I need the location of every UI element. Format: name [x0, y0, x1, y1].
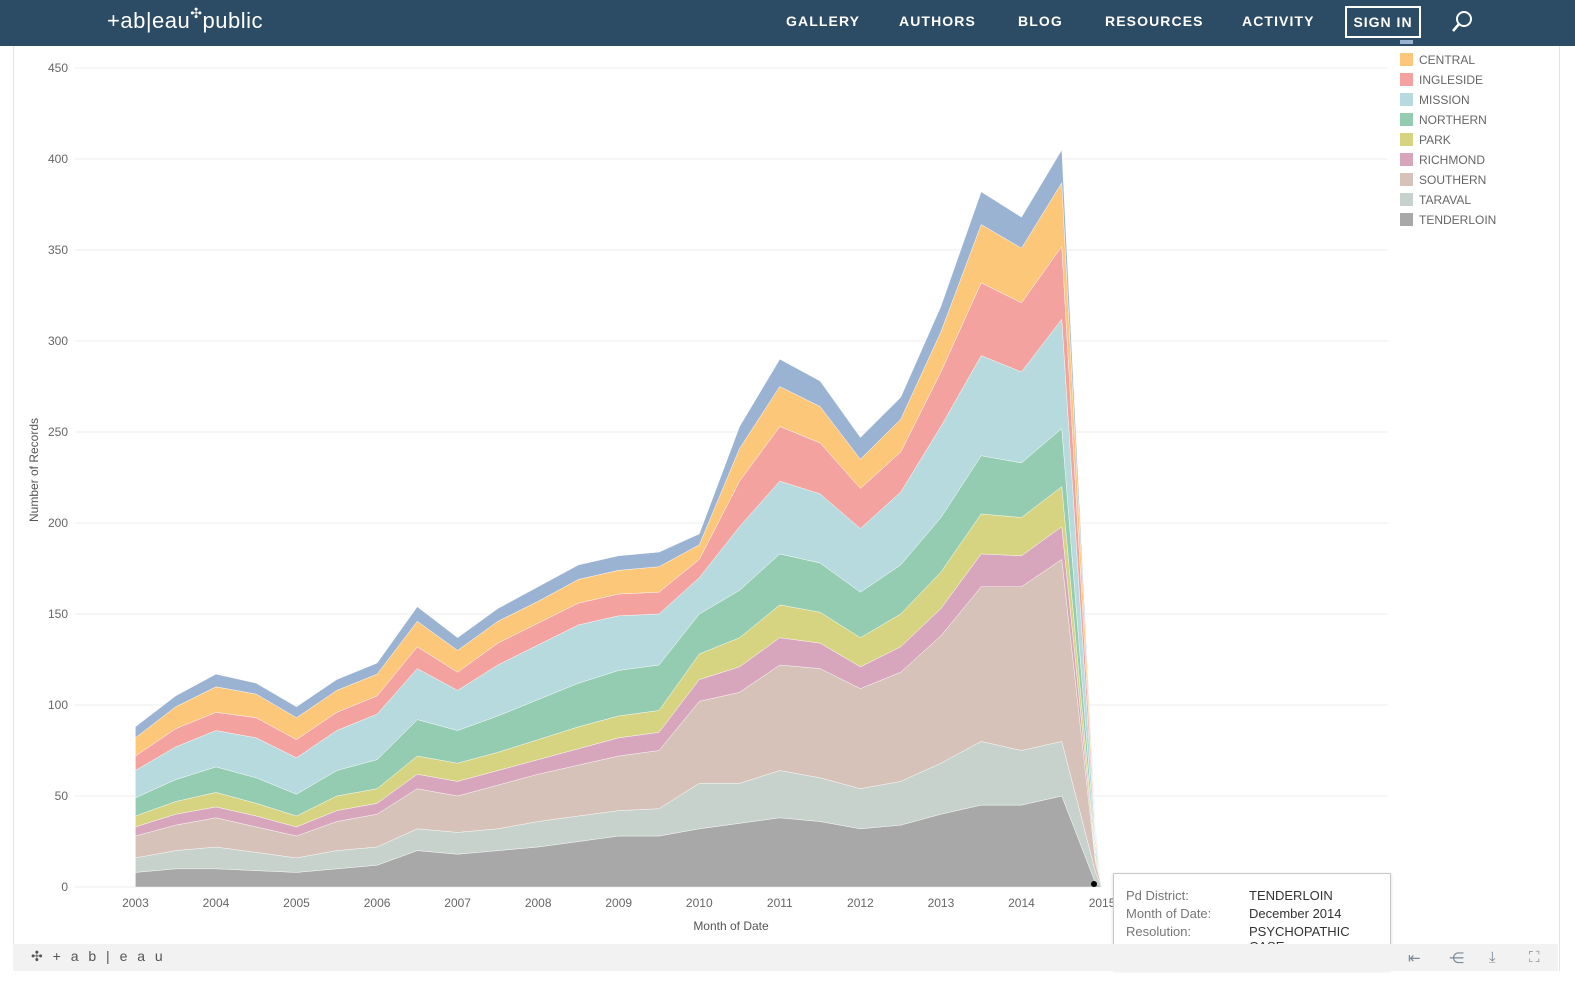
legend-item[interactable]: PARK — [1398, 126, 1538, 147]
legend-item[interactable]: NORTHERN — [1398, 106, 1538, 127]
y-tick-label: 200 — [48, 516, 68, 530]
legend-item[interactable]: TARAVAL — [1398, 186, 1538, 207]
x-tick-label: 2012 — [847, 896, 874, 910]
nav-gallery[interactable]: GALLERY — [786, 13, 861, 29]
logo-public: public — [202, 8, 263, 33]
tooltip-row: Pd District: TENDERLOIN — [1126, 888, 1388, 906]
tooltip-key: Pd District: — [1126, 888, 1189, 903]
fullscreen-icon[interactable]: ⛶ — [1529, 949, 1540, 966]
tableau-public-logo[interactable]: +ab|eau✣public — [107, 5, 263, 34]
x-tick-label: 2015 — [1089, 896, 1116, 910]
legend-item[interactable]: TENDERLOIN — [1398, 206, 1538, 227]
x-tick-label: 2009 — [605, 896, 632, 910]
legend-item[interactable]: RICHMOND — [1398, 146, 1538, 167]
tooltip-key: Month of Date: — [1126, 906, 1212, 921]
legend-item[interactable]: SOUTHERN — [1398, 166, 1538, 187]
viz-toolbar: ✣ + a b | e a u ⇤ ⋲ ⤓ ⛶ — [13, 944, 1558, 971]
x-tick-label: 2003 — [122, 896, 149, 910]
legend-swatch — [1400, 133, 1413, 146]
x-tick-label: 2006 — [364, 896, 391, 910]
legend-swatch-partial — [1400, 40, 1413, 44]
tooltip-row: Month of Date: December 2014 — [1126, 906, 1388, 924]
legend-label: TARAVAL — [1419, 193, 1472, 207]
legend-swatch — [1400, 113, 1413, 126]
tableau-mark-icon: ✣ — [31, 948, 53, 964]
nav-resources[interactable]: RESOURCES — [1105, 13, 1204, 29]
x-tick-label: 2013 — [928, 896, 955, 910]
x-tick-label: 2005 — [283, 896, 310, 910]
tableau-wordmark: + a b | e a u — [52, 948, 166, 964]
tooltip-value: TENDERLOIN — [1249, 888, 1333, 903]
legend-label: NORTHERN — [1419, 113, 1487, 127]
legend-swatch — [1400, 193, 1413, 206]
viz-frame — [13, 46, 1560, 971]
download-icon[interactable]: ⤓ — [1489, 949, 1496, 966]
legend-swatch — [1400, 53, 1413, 66]
search-icon[interactable] — [1451, 9, 1475, 38]
legend-swatch — [1400, 73, 1413, 86]
legend-item[interactable]: INGLESIDE — [1398, 66, 1538, 87]
y-tick-label: 50 — [55, 789, 69, 803]
legend-item[interactable]: MISSION — [1398, 86, 1538, 107]
x-tick-label: 2004 — [203, 896, 230, 910]
logo-cross-icon: ✣ — [190, 5, 203, 21]
y-axis-tick-labels: 0 50 100 150 200 250 300 350 400 450 — [48, 61, 68, 894]
legend-label: MISSION — [1419, 93, 1470, 107]
x-tick-label: 2011 — [767, 896, 793, 910]
x-tick-label: 2010 — [686, 896, 713, 910]
legend-label: INGLESIDE — [1419, 73, 1484, 87]
nav-activity[interactable]: ACTIVITY — [1242, 13, 1315, 29]
area-series — [135, 149, 1143, 888]
legend-swatch — [1400, 173, 1413, 186]
y-tick-label: 400 — [48, 152, 68, 166]
legend-label: RICHMOND — [1419, 153, 1485, 167]
x-tick-label: 2014 — [1008, 896, 1035, 910]
y-tick-label: 250 — [48, 425, 68, 439]
sign-in-button[interactable]: SIGN IN — [1345, 6, 1421, 38]
legend-item[interactable]: CENTRAL — [1398, 46, 1538, 67]
y-tick-label: 0 — [61, 880, 68, 894]
y-tick-label: 300 — [48, 334, 68, 348]
color-legend: CENTRAL INGLESIDE MISSION NORTHERN PARK RICHM… — [1398, 40, 1538, 227]
logo-wordmark: +ab|eau — [107, 8, 191, 33]
legend-label: PARK — [1419, 133, 1451, 147]
legend-label: CENTRAL — [1419, 53, 1476, 67]
legend-label: TENDERLOIN — [1419, 213, 1497, 227]
share-icon[interactable]: ⋲ — [1449, 950, 1464, 967]
x-axis-tick-labels: 2003 2004 2005 2006 2007 2008 2009 2010 2011 2012… — [122, 896, 1116, 910]
legend-label: SOUTHERN — [1419, 173, 1487, 187]
x-tick-label: 2007 — [444, 896, 471, 910]
x-axis-title: Month of Date — [693, 919, 769, 933]
top-nav-bar: +ab|eau✣public GALLERY AUTHORS BLOG RESO… — [0, 0, 1575, 46]
hover-marker — [1091, 881, 1097, 887]
y-tick-label: 150 — [48, 607, 68, 621]
tooltip-row: Resolution: PSYCHOPATHIC CASE — [1126, 924, 1388, 954]
y-axis-title: Number of Records — [27, 418, 41, 522]
legend-swatch — [1400, 213, 1413, 226]
y-tick-label: 350 — [48, 243, 68, 257]
tableau-watermark[interactable]: ✣ + a b | e a u — [31, 948, 166, 965]
legend-swatch — [1400, 153, 1413, 166]
x-tick-label: 2008 — [525, 896, 552, 910]
nav-authors[interactable]: AUTHORS — [899, 13, 976, 29]
nav-blog[interactable]: BLOG — [1018, 13, 1063, 29]
revert-icon[interactable]: ⇤ — [1408, 950, 1421, 967]
y-tick-label: 450 — [48, 61, 68, 75]
y-tick-label: 100 — [48, 698, 68, 712]
legend-swatch — [1400, 93, 1413, 106]
tooltip-key: Resolution: — [1126, 924, 1192, 939]
tooltip-value: December 2014 — [1249, 906, 1342, 921]
